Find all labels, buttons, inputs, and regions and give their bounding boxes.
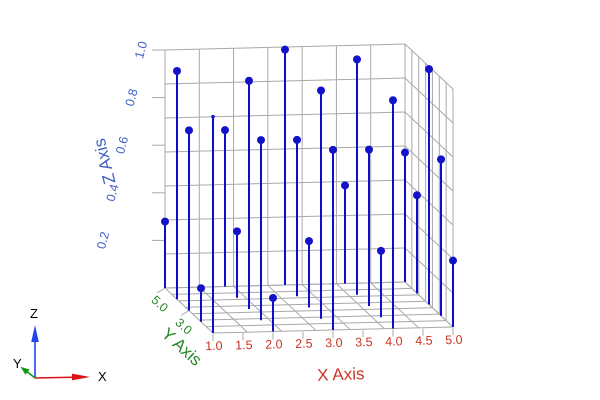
floor-grid-line	[336, 283, 385, 330]
stem-series	[161, 45, 457, 333]
z-axis-tick-label: 0.2	[94, 230, 112, 250]
data-point-marker	[413, 191, 421, 200]
data-point-marker	[341, 181, 349, 190]
z-axis-tick-label: 0.6	[113, 135, 131, 155]
data-point-marker	[221, 126, 229, 135]
data-point-marker	[353, 55, 361, 64]
floor-grid-line	[267, 285, 317, 331]
floor-grid-line	[178, 294, 419, 302]
floor-grid-line	[370, 282, 420, 329]
x-axis-tick-label: 3.5	[355, 335, 373, 350]
data-point-marker	[317, 86, 325, 95]
data-point-marker	[305, 237, 313, 246]
z-axis-tick-label: 0.4	[104, 183, 122, 203]
data-point-marker	[281, 45, 289, 54]
data-point-marker	[185, 126, 193, 135]
data-point-marker	[425, 65, 433, 74]
data-point-marker	[269, 293, 277, 302]
data-point-marker	[233, 227, 241, 236]
data-point-marker	[329, 145, 337, 154]
tripod-z-label: Z	[30, 306, 38, 321]
floor-grid-line	[301, 284, 351, 330]
x-axis-tick-label: 1.5	[235, 338, 253, 353]
x-axis-tick-label: 1.0	[205, 339, 223, 354]
x-axis-title: X Axis	[317, 364, 365, 385]
data-point-marker	[437, 155, 445, 164]
x-axis-tick-label: 2.0	[265, 337, 283, 352]
data-point-marker	[211, 114, 215, 119]
tripod-y-arrowhead-icon	[20, 366, 30, 375]
floor-grid-line	[192, 307, 433, 315]
data-point-marker	[377, 246, 385, 255]
tripod-x-label: X	[98, 369, 107, 384]
y-axis-tick	[180, 310, 190, 316]
floor-grid-line	[185, 300, 426, 308]
y-axis-tick	[156, 287, 166, 294]
x-axis-tick-label: 4.0	[385, 334, 403, 349]
tripod-y-label: Y	[13, 356, 22, 371]
data-point-marker	[293, 135, 301, 144]
axis-ticks-and-labels: 1.0 1.5 2.0 2.5 3.0 3.5 4.0 4.5 5.05.03.00.20.40…	[94, 40, 463, 354]
floor-grid-line	[171, 287, 412, 295]
data-point-marker	[245, 76, 253, 85]
data-point-marker	[401, 148, 409, 157]
floor-grid-line	[198, 286, 248, 333]
data-point-marker	[389, 96, 397, 105]
orientation-axes-widget: X Y Z	[13, 306, 107, 384]
data-point-marker	[197, 284, 205, 293]
z-axis-tick-label: 0.8	[123, 87, 141, 107]
data-point-marker	[257, 136, 265, 145]
z-axis-tick-label: 1.0	[132, 40, 150, 60]
x-axis-tick-label: 5.0	[445, 333, 463, 348]
data-point-marker	[449, 256, 457, 265]
x-axis-tick-label: 2.5	[295, 336, 313, 351]
data-point-marker	[365, 145, 373, 154]
floor-grid-line	[206, 320, 447, 328]
floor-grid-line	[199, 313, 440, 321]
tripod-z-arrowhead-icon	[31, 325, 39, 342]
data-point-marker	[161, 217, 169, 226]
data-point-marker	[173, 67, 181, 76]
axis-titles: X Axis Y Axis Z Axis	[90, 137, 365, 385]
tripod-x-arrowhead-icon	[72, 373, 90, 381]
x-axis-tick-label: 4.5	[415, 333, 433, 348]
x-axis-tick-label: 3.0	[325, 336, 343, 351]
y-axis-tick-label: 5.0	[149, 293, 171, 315]
